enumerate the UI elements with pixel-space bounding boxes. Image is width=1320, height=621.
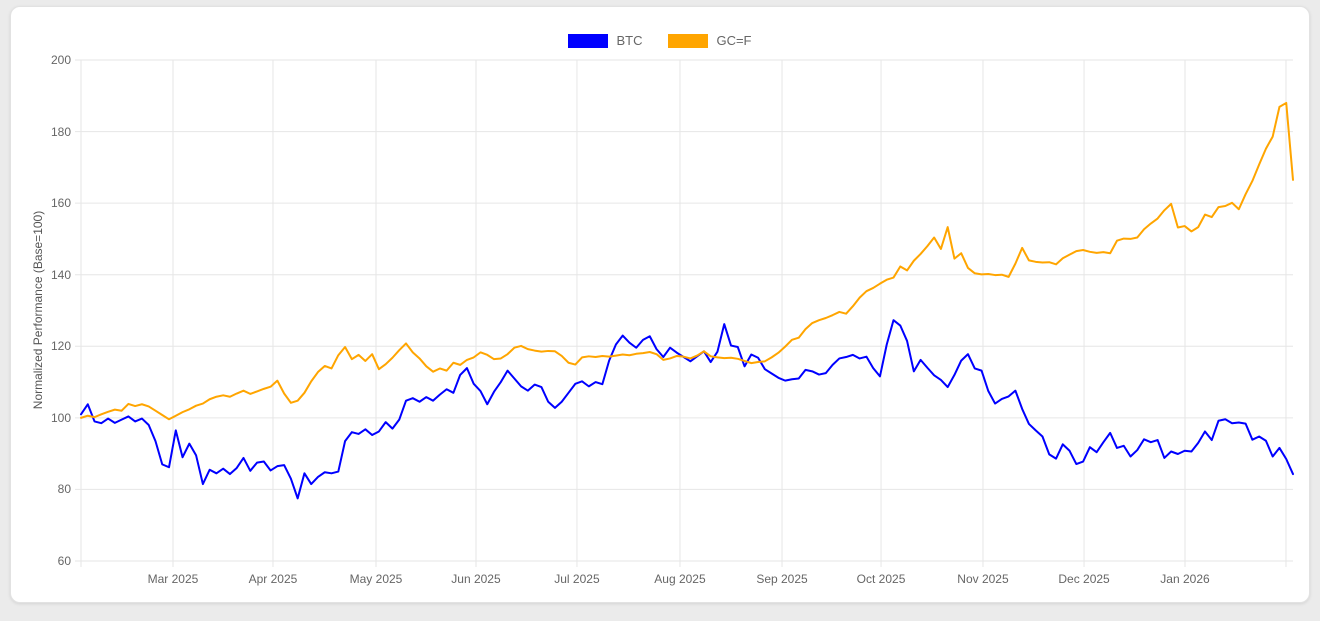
chart-card: BTC GC=F Normalized Performance (Base=10… bbox=[10, 6, 1310, 603]
chart-legend: BTC GC=F bbox=[11, 33, 1309, 48]
y-tick-label: 120 bbox=[50, 339, 71, 354]
legend-item-gcf[interactable]: GC=F bbox=[668, 33, 752, 48]
legend-item-btc[interactable]: BTC bbox=[568, 33, 642, 48]
x-tick-label: Aug 2025 bbox=[654, 572, 706, 586]
x-tick-label: Dec 2025 bbox=[1058, 572, 1110, 586]
series-line-btc bbox=[80, 319, 1294, 500]
x-tick-label: Apr 2025 bbox=[248, 572, 298, 586]
x-tick-label: Mar 2025 bbox=[147, 572, 199, 586]
y-tick-label: 100 bbox=[50, 410, 71, 425]
x-tick-label: Jan 2026 bbox=[1160, 572, 1210, 586]
y-tick-label: 140 bbox=[50, 267, 71, 282]
plot-area[interactable]: 60 80 100 120 140 160 180 200 Mar 2025 Apr 2025 M… bbox=[51, 53, 1294, 586]
x-tick-label: May 2025 bbox=[349, 572, 403, 586]
y-tick-label: 160 bbox=[50, 196, 71, 211]
x-tick-label: Oct 2025 bbox=[856, 572, 906, 586]
y-tick-label: 60 bbox=[57, 554, 71, 568]
gcf-legend-swatch bbox=[668, 33, 709, 48]
line-chart[interactable] bbox=[75, 59, 1294, 567]
btc-legend-label: BTC bbox=[616, 33, 643, 48]
btc-legend-swatch bbox=[568, 33, 609, 48]
y-tick-label: 80 bbox=[57, 482, 71, 497]
y-tick-label: 180 bbox=[50, 124, 71, 139]
x-tick-label: Jul 2025 bbox=[554, 572, 600, 586]
y-tick-label: 200 bbox=[50, 53, 71, 67]
y-axis-title: Normalized Performance (Base=100) bbox=[31, 210, 45, 410]
series-line-gc-f bbox=[80, 101, 1294, 421]
x-tick-label: Jun 2025 bbox=[451, 572, 501, 586]
x-tick-label: Nov 2025 bbox=[957, 572, 1009, 586]
x-tick-label: Sep 2025 bbox=[756, 572, 808, 586]
gcf-legend-label: GC=F bbox=[716, 33, 752, 48]
